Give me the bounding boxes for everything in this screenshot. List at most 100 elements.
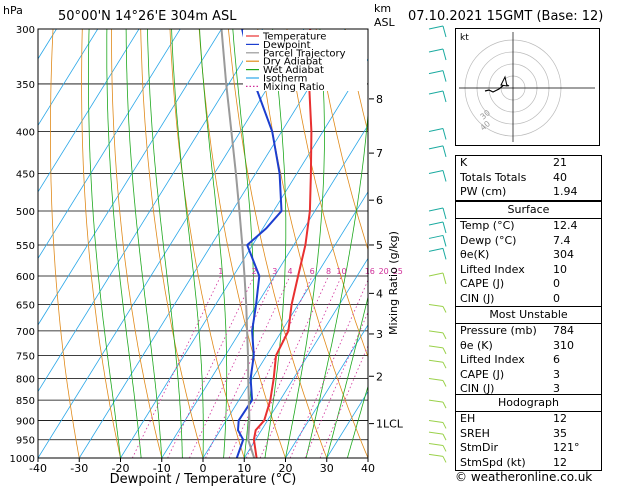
pressure-tick-label: 450 — [16, 169, 35, 180]
x-tick-label: -20 — [112, 462, 130, 475]
pressure-tick-label: 850 — [16, 396, 35, 407]
legend-label: Wet Adiabat — [263, 65, 324, 76]
wind-barb-staff — [428, 345, 444, 349]
wind-barb-staff — [428, 399, 444, 403]
isotherm-line — [161, 124, 368, 458]
most-unstable-title: Most Unstable — [489, 308, 568, 321]
mixing-ratio-line — [189, 275, 276, 458]
index-row-pw: PW (cm) 1.94 — [460, 185, 578, 199]
dry-adiabat-line — [609, 29, 629, 458]
dewpoint-profile — [235, 29, 283, 458]
isotherm-line — [202, 191, 368, 458]
wind-barb-staff — [428, 272, 444, 277]
x-tick-label: 30 — [320, 462, 334, 475]
pressure-tick-label: 650 — [16, 301, 35, 312]
wind-barb-flag — [442, 380, 447, 387]
km-tick-label: 2 — [376, 370, 383, 383]
wind-barb — [428, 377, 447, 387]
surface-row: Lifted Index 10 — [460, 262, 567, 276]
legend-label: Dewpoint — [263, 40, 311, 51]
wind-barb-flag — [442, 207, 447, 220]
mixing-ratio-label: 2 — [252, 267, 257, 276]
legend-label: Temperature — [262, 32, 326, 43]
isotherm-line — [38, 29, 99, 127]
wind-barb — [428, 330, 447, 340]
wind-barb-flag — [442, 48, 447, 61]
x-tick-label: -30 — [70, 462, 88, 475]
hodograph-row: EH 12 — [460, 412, 567, 425]
wind-barb-staff — [428, 207, 444, 212]
wind-barb-staff — [428, 304, 444, 307]
isotherm-line — [38, 29, 57, 60]
pressure-tick-label: 950 — [16, 436, 35, 447]
wind-barb-flag — [442, 433, 447, 441]
wet-adiabat-line — [88, 29, 121, 458]
most-unstable-row: Pressure (mb) 784 — [460, 324, 574, 337]
parcel-trajectory-profile — [220, 29, 256, 458]
wind-barb — [428, 234, 447, 247]
legend-label: Mixing Ratio — [263, 82, 325, 93]
datetime-title: 07.10.2021 15GMT (Base: 12) — [408, 9, 603, 24]
hodograph-row: SREH 35 — [460, 426, 567, 440]
wind-barb-staff — [428, 90, 444, 95]
hodograph-row: StmSpd (kt) 12 — [460, 455, 567, 469]
hodograph-table-title: Hodograph — [498, 396, 559, 409]
x-tick-label: -10 — [153, 462, 171, 475]
wind-barb-flag — [442, 90, 447, 103]
mixing-ratio-line — [167, 275, 255, 458]
wind-barb-flag — [442, 347, 447, 355]
hpa-label: hPa — [3, 4, 23, 17]
wind-barb-staff — [428, 234, 444, 239]
km-label: km — [374, 2, 391, 15]
wind-barb-staff — [428, 442, 444, 446]
wind-barb-flag — [442, 145, 447, 158]
mixing-ratio-line — [245, 275, 329, 458]
wet-adiabat-line — [347, 384, 368, 458]
pressure-tick-label: 800 — [16, 374, 35, 385]
wet-adiabat-line — [264, 29, 287, 458]
wind-barb — [428, 247, 447, 260]
copyright-text: © weatheronline.co.uk — [455, 470, 593, 484]
wind-barb — [428, 453, 447, 463]
wind-barb-flag — [442, 272, 447, 285]
mixing-ratio-line — [228, 275, 313, 458]
mixing-ratio-line — [131, 275, 222, 458]
wind-barb-flag — [442, 422, 447, 429]
wind-barb-staff — [428, 359, 444, 363]
wet-adiabat-line — [285, 29, 325, 458]
temperature-profile — [252, 29, 313, 458]
km-tick-label: 5 — [376, 239, 383, 252]
surface-panel: Surface Temp (°C) 12.4 Dewp (°C) 7.4 θe(K)… — [455, 201, 602, 308]
hodograph-table-panel: Hodograph EH 12 SREH 35 StmDir 121° StmSpd … — [455, 394, 602, 472]
km-tick-label: 3 — [376, 328, 383, 341]
dry-adiabat-line — [81, 29, 121, 458]
pressure-tick-label: 350 — [16, 80, 35, 91]
wind-barb-staff — [428, 145, 444, 150]
wet-adiabat-line — [125, 29, 163, 458]
wind-barb-staff — [428, 419, 444, 423]
most-unstable-row: CAPE (J) 3 — [460, 367, 560, 381]
wind-barb-flag — [442, 248, 447, 260]
dry-adiabat-line — [315, 29, 368, 251]
surface-title: Surface — [507, 203, 550, 216]
wind-barb-flag — [442, 361, 447, 369]
km-tick-label: 8 — [376, 93, 383, 106]
surface-row: CAPE (J) 0 — [460, 277, 560, 291]
wind-barb-staff — [428, 169, 444, 174]
wind-barb-staff — [428, 247, 444, 252]
km-tick-label: 7 — [376, 147, 383, 160]
x-tick-label: -40 — [29, 462, 47, 475]
hodograph-frame — [455, 28, 600, 146]
pressure-tick-label: 300 — [16, 25, 35, 36]
isotherm-line — [38, 29, 140, 193]
wind-barb-staff — [428, 70, 444, 75]
mixing-ratio-label: 4 — [287, 267, 292, 276]
wind-barb-flag — [442, 221, 447, 234]
pressure-tick-label: 500 — [16, 207, 35, 218]
wind-barb-flag — [442, 456, 447, 463]
dry-adiabat-line — [198, 29, 286, 458]
isotherm-line — [38, 29, 264, 393]
surface-row: θe(K) 304 — [460, 248, 574, 262]
wind-barb-flag — [442, 445, 447, 452]
surface-row: Dewp (°C) 7.4 — [460, 233, 571, 247]
